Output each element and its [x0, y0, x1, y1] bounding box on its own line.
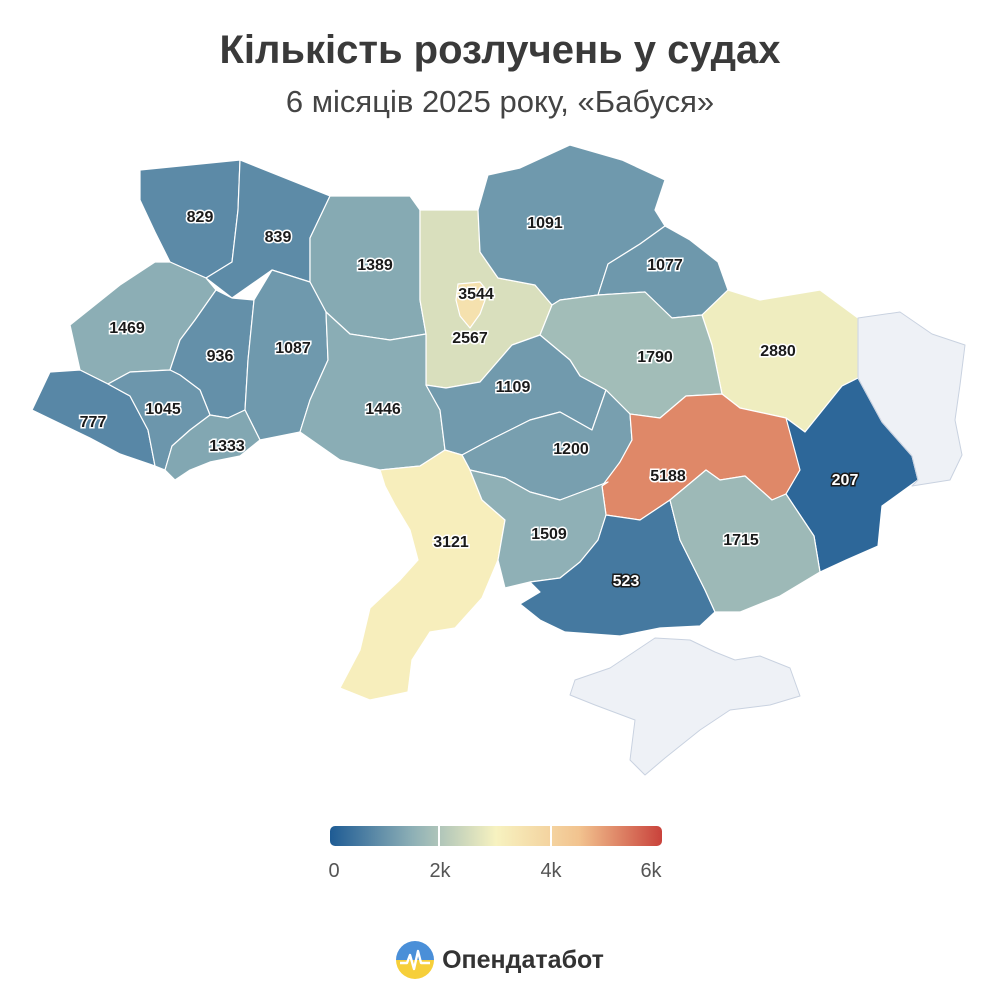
- region-value-kyiv-city: 3544: [458, 286, 494, 303]
- region-value-kharkiv: 2880: [760, 343, 796, 360]
- region-value-zaporizhzhia: 1715: [723, 532, 759, 549]
- legend-label-2k: 2k: [429, 860, 451, 882]
- legend-tick-2k: [438, 826, 440, 846]
- region-value-dnipropetrovsk: 5188: [650, 468, 686, 485]
- region-kyiv-city: [455, 281, 489, 329]
- region-value-rivne: 839: [265, 229, 292, 246]
- region-crimea: [569, 637, 801, 776]
- region-value-cherkasy: 1109: [496, 379, 531, 396]
- region-value-zhytomyr: 1389: [357, 257, 393, 274]
- region-zaporizhzhia: [669, 469, 821, 613]
- region-labels: 829 839 1389 2567 3544 1091 1077 2880 1790 1469 93…: [78, 208, 860, 592]
- region-value-khmelnytskyi: 1087: [275, 340, 311, 357]
- color-legend: 0 2k 4k 6k: [328, 826, 662, 882]
- region-value-poltava: 1790: [637, 349, 673, 366]
- region-value-kirovohrad: 1200: [553, 441, 589, 458]
- legend-gradient-bar: [330, 826, 662, 846]
- region-value-volyn: 829: [187, 209, 214, 226]
- region-luhansk: [857, 311, 966, 487]
- opendatabot-logo-icon: [396, 941, 435, 979]
- brand-name: Опендатабот: [442, 945, 604, 974]
- region-value-mykolaiv: 1509: [531, 526, 567, 543]
- brand: Опендатабот: [0, 941, 1000, 979]
- map-subtitle: 6 місяців 2025 року, «Бабуся»: [285, 84, 715, 119]
- legend-label-4k: 4k: [540, 860, 562, 882]
- region-value-odesa: 3121: [433, 534, 469, 551]
- region-kherson: [519, 499, 716, 637]
- legend-tick-4k: [550, 826, 552, 846]
- region-value-kyiv-oblast: 2567: [452, 330, 488, 347]
- region-shapes: [31, 144, 966, 776]
- region-value-vinnytsia: 1446: [365, 401, 401, 418]
- region-value-ternopil: 936: [207, 348, 234, 365]
- region-value-kherson: 523: [613, 573, 640, 590]
- map-title: Кількість розлучень у судах: [219, 28, 781, 72]
- region-value-donetsk: 207: [832, 472, 859, 489]
- legend-label-6k: 6k: [640, 860, 662, 882]
- region-value-sumy: 1077: [647, 257, 683, 274]
- region-value-zakarpattia: 777: [80, 414, 107, 431]
- legend-label-0: 0: [328, 860, 340, 882]
- region-value-chernihiv: 1091: [527, 215, 563, 232]
- region-value-lviv: 1469: [109, 320, 145, 337]
- region-odesa: [339, 449, 506, 701]
- region-chernivtsi: [164, 409, 261, 481]
- region-value-chernivtsi: 1333: [209, 438, 245, 455]
- region-value-ivano-frankivsk: 1045: [145, 401, 181, 418]
